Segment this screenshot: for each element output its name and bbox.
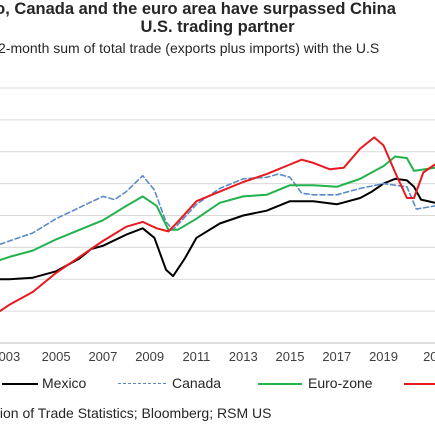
legend-item-china	[0, 374, 435, 394]
source-note: tion of Trade Statistics; Bloomberg; RSM…	[0, 405, 272, 421]
legend: Mexico Canada Euro-zone	[0, 374, 435, 394]
legend-label: Canada	[172, 375, 222, 391]
legend-swatch	[2, 383, 38, 385]
x-tick-label: 2013	[229, 349, 258, 364]
series-lines	[0, 136, 435, 313]
x-tick-label: 2015	[276, 349, 305, 364]
legend-swatch	[258, 383, 302, 385]
x-axis-tick-labels: 003 2005 2007 2009 2011 2013 2015 2017 2019 20	[0, 349, 435, 364]
legend-item-canada: Canada	[0, 374, 435, 394]
legend-item-euro-zone: Euro-zone	[0, 374, 435, 394]
legend-swatch	[118, 383, 166, 384]
legend-item-mexico: Mexico	[0, 374, 435, 394]
x-tick-label: 20	[423, 349, 435, 364]
chart-title-line-2: U.S. trading partner	[140, 18, 295, 36]
legend-label: Mexico	[42, 375, 87, 391]
series-line-china	[0, 136, 435, 313]
chart-subtitle: 2-month sum of total trade (exports plus…	[0, 40, 380, 56]
legend-swatch	[404, 383, 435, 385]
chart-title-line-1: co, Canada and the euro area have surpas…	[0, 0, 396, 18]
series-line-mexico	[0, 177, 435, 281]
x-tick-label: 2011	[182, 349, 210, 364]
legend-label: Euro-zone	[308, 375, 373, 391]
x-tick-label: 003	[0, 349, 20, 364]
series-line-euro-zone	[0, 155, 435, 262]
x-tick-label: 2007	[88, 349, 117, 364]
series-line-canada	[0, 173, 435, 245]
x-tick-label: 2009	[135, 349, 164, 364]
x-tick-label: 2019	[369, 349, 398, 364]
x-tick-label: 2005	[42, 349, 71, 364]
x-tick-label: 2017	[322, 349, 351, 364]
gridlines	[0, 87, 435, 344]
